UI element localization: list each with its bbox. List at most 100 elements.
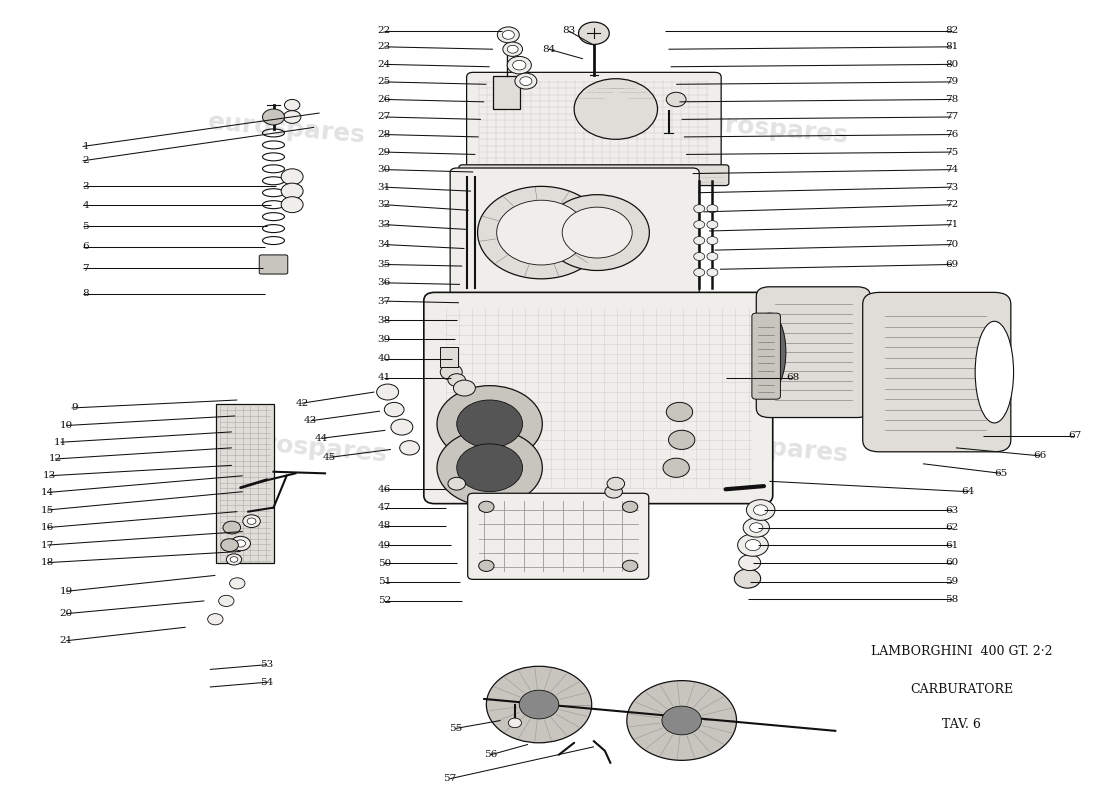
FancyBboxPatch shape [752,313,780,399]
Circle shape [707,237,718,245]
Circle shape [477,186,605,279]
Circle shape [219,595,234,606]
Circle shape [663,458,690,478]
Text: 2: 2 [82,156,89,166]
Circle shape [384,402,404,417]
FancyBboxPatch shape [862,292,1011,452]
Text: 13: 13 [43,471,56,480]
Text: 11: 11 [54,438,67,446]
Text: CARBURATORE: CARBURATORE [910,683,1013,696]
Circle shape [544,194,649,270]
Circle shape [497,27,519,43]
Text: 37: 37 [377,297,390,306]
Text: 73: 73 [945,182,958,192]
Text: 52: 52 [377,596,390,606]
Text: eurospares: eurospares [207,110,366,148]
Circle shape [448,374,465,386]
Circle shape [574,78,658,139]
Text: 31: 31 [377,182,390,192]
Text: 19: 19 [59,587,73,596]
Text: 36: 36 [377,278,390,287]
FancyBboxPatch shape [450,168,700,301]
Circle shape [605,486,623,498]
Text: 28: 28 [377,130,390,139]
Circle shape [667,402,693,422]
Text: 60: 60 [945,558,958,567]
FancyBboxPatch shape [466,72,722,174]
Circle shape [627,681,737,760]
Circle shape [508,718,521,728]
Text: 3: 3 [82,182,89,191]
Circle shape [456,444,522,492]
Text: 32: 32 [377,200,390,209]
Circle shape [208,614,223,625]
Text: 80: 80 [945,60,958,69]
Text: 69: 69 [945,260,958,269]
Text: 53: 53 [261,660,274,669]
FancyBboxPatch shape [459,165,729,186]
Text: 27: 27 [377,113,390,122]
Bar [440,346,458,366]
Bar [217,404,274,563]
Circle shape [515,73,537,89]
FancyBboxPatch shape [468,494,649,579]
Circle shape [284,110,301,123]
Text: 47: 47 [377,503,390,512]
Text: 54: 54 [261,678,274,686]
Circle shape [707,221,718,229]
Circle shape [503,42,522,56]
Text: 78: 78 [945,95,958,104]
Text: 61: 61 [945,541,958,550]
Circle shape [437,386,542,462]
Circle shape [694,269,705,277]
Text: eurospares: eurospares [690,429,849,466]
Circle shape [747,500,774,520]
Text: 43: 43 [304,416,318,426]
Text: 81: 81 [945,42,958,51]
Circle shape [739,554,761,570]
Text: 51: 51 [377,578,390,586]
Circle shape [235,540,245,547]
Text: 59: 59 [945,578,958,586]
Circle shape [227,554,242,565]
Circle shape [750,522,763,532]
Circle shape [520,77,532,86]
Circle shape [744,518,769,537]
Circle shape [519,690,559,719]
Circle shape [399,441,419,455]
Text: 17: 17 [41,541,54,550]
Text: 48: 48 [377,522,390,530]
Text: 71: 71 [945,220,958,229]
Text: 9: 9 [72,403,78,413]
Circle shape [285,99,300,110]
Text: 50: 50 [377,559,390,568]
Circle shape [513,60,526,70]
Text: 16: 16 [41,523,54,532]
Bar [493,75,520,109]
Text: 82: 82 [945,26,958,35]
Circle shape [390,419,412,435]
Text: 1: 1 [82,142,89,151]
Text: 75: 75 [945,147,958,157]
Text: eurospares: eurospares [690,110,849,148]
Circle shape [507,56,531,74]
Circle shape [230,578,245,589]
FancyBboxPatch shape [757,286,870,418]
Text: 35: 35 [377,260,390,269]
Text: 12: 12 [48,454,62,463]
Text: 45: 45 [322,453,335,462]
Circle shape [623,502,638,513]
Circle shape [497,200,586,265]
Text: 56: 56 [484,750,497,759]
Circle shape [707,205,718,213]
Text: 10: 10 [59,421,73,430]
Text: 29: 29 [377,147,390,157]
Text: 15: 15 [41,506,54,514]
Text: 39: 39 [377,335,390,344]
Text: 6: 6 [82,242,89,251]
Text: 7: 7 [82,264,89,273]
Circle shape [694,221,705,229]
Text: 22: 22 [377,26,390,35]
Circle shape [486,666,592,743]
Text: 44: 44 [315,434,329,442]
